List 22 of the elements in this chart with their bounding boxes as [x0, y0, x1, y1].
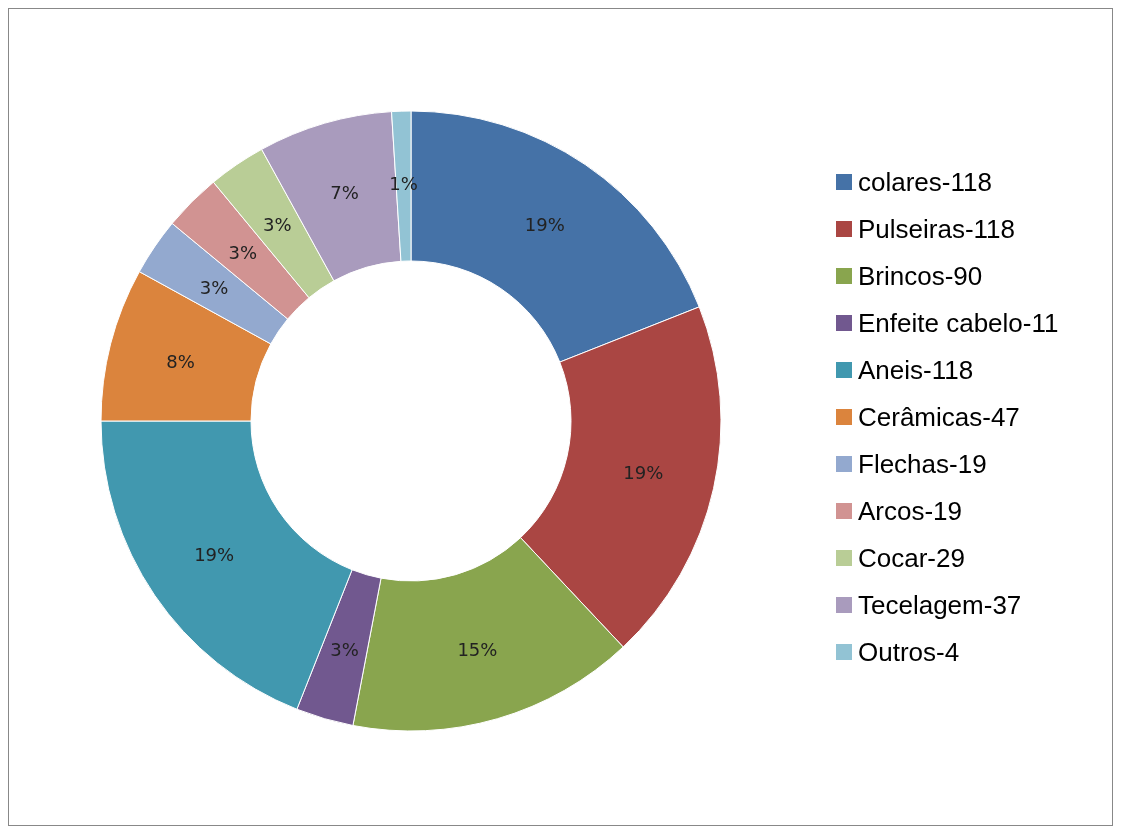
legend-label: Outros-4: [858, 637, 960, 667]
data-label: 19%: [623, 462, 664, 484]
data-label: 8%: [166, 351, 195, 373]
data-label: 19%: [524, 213, 565, 235]
data-label: 19%: [194, 544, 235, 566]
legend-label: Arcos-19: [858, 496, 963, 526]
data-label: 15%: [457, 639, 498, 661]
data-label: 3%: [262, 213, 292, 235]
legend-label: Cerâmicas-47: [858, 402, 1020, 432]
data-label: 7%: [330, 181, 359, 203]
legend-label: Aneis-118: [858, 355, 974, 385]
data-label: 1%: [389, 172, 418, 194]
legend-label: Pulseiras-118: [858, 214, 1016, 244]
legend-label: Tecelagem-37: [858, 590, 1022, 620]
legend-label: Cocar-29: [858, 543, 965, 573]
legend-label: Brincos-90: [858, 261, 983, 291]
data-label: 3%: [199, 276, 229, 298]
data-label: 3%: [330, 639, 359, 661]
legend-label: colares-118: [858, 167, 992, 197]
legend-label: Flechas-19: [858, 449, 987, 479]
legend-label: Enfeite cabelo-11: [858, 308, 1059, 338]
data-label: 3%: [228, 242, 257, 264]
